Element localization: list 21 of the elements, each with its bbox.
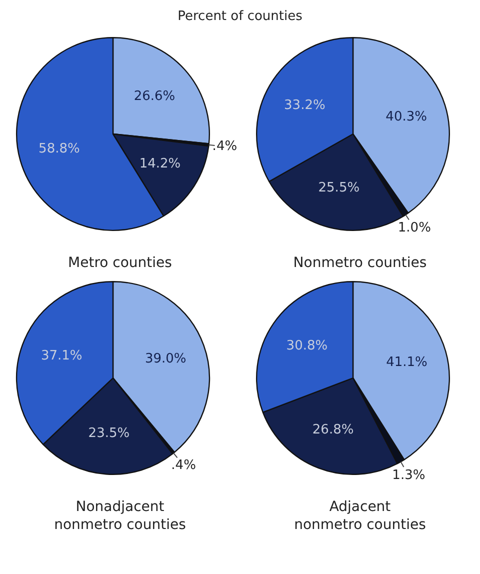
data-label: 41.1% xyxy=(386,354,428,370)
data-label: 37.1% xyxy=(40,348,82,364)
text: Nonadjacent nonmetro counties xyxy=(54,498,186,534)
data-label: 26.6% xyxy=(134,88,176,104)
data-label: 58.8% xyxy=(38,142,80,157)
data-label: .4% xyxy=(212,139,238,154)
data-label: 39.0% xyxy=(144,351,186,366)
data-label: 23.5% xyxy=(88,426,130,442)
data-label: .4% xyxy=(171,458,196,473)
data-label: 25.5% xyxy=(318,180,360,196)
data-label: 26.8% xyxy=(312,422,354,438)
data-label: 14.2% xyxy=(139,156,181,172)
chart-subtitle: Percent of counties xyxy=(176,8,304,26)
text: Nonmetro counties xyxy=(293,254,427,272)
data-label: 33.2% xyxy=(284,98,326,114)
text: Adjacent nonmetro counties xyxy=(294,498,426,534)
data-label: 1.0% xyxy=(398,220,431,236)
data-label: 1.3% xyxy=(392,468,426,484)
data-label: 40.3% xyxy=(386,110,427,125)
data-label: 30.8% xyxy=(286,338,328,354)
text: Metro counties xyxy=(68,254,172,272)
